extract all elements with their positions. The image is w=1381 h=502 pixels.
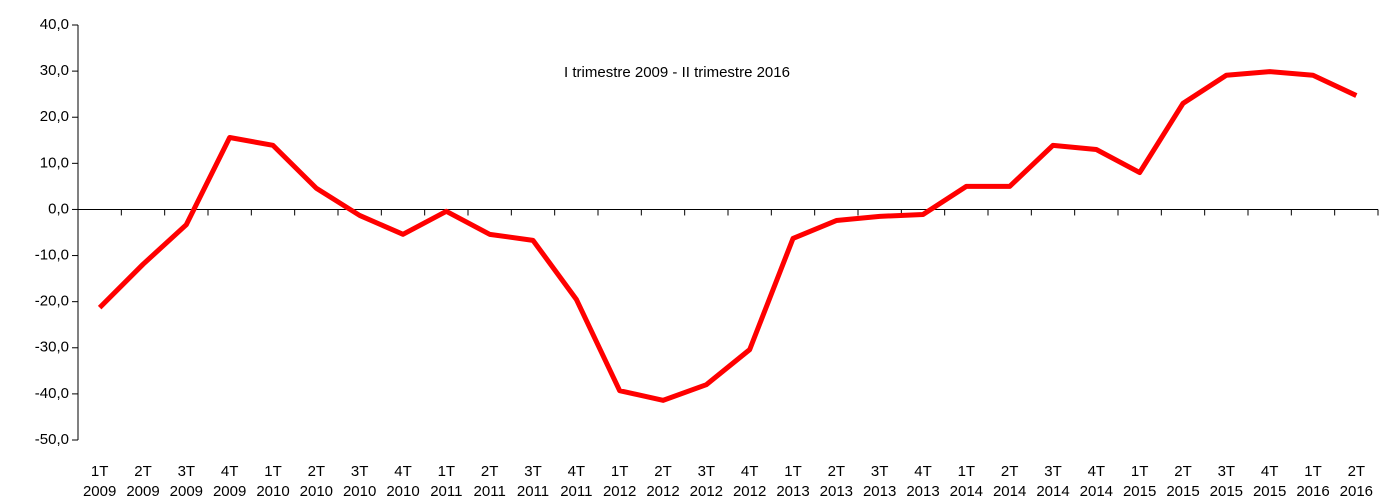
x-tick-label: 1T: [958, 463, 976, 480]
x-tick-label: 2015: [1253, 483, 1286, 500]
x-tick-label: 2015: [1166, 483, 1199, 500]
x-tick-label: 2016: [1296, 483, 1329, 500]
x-tick-label: 1T: [264, 463, 282, 480]
x-tick-label: 2013: [776, 483, 809, 500]
x-tick-label: 2009: [83, 483, 116, 500]
x-tick-label: 2011: [560, 483, 592, 500]
x-tick-label: 2T: [308, 463, 326, 480]
x-tick-label: 2010: [386, 483, 419, 500]
data-line: [97, 69, 1358, 403]
x-tick-label: 1T: [1131, 463, 1149, 480]
x-tick-label: 1T: [784, 463, 802, 480]
y-tick-label: -30,0: [35, 339, 69, 356]
x-tick-label: 1T: [611, 463, 629, 480]
x-tick-label: 2010: [343, 483, 376, 500]
x-tick-label: 2015: [1210, 483, 1243, 500]
x-tick-label: 2T: [1001, 463, 1019, 480]
x-tick-label: 2014: [1036, 483, 1069, 500]
x-tick-label: 2009: [170, 483, 203, 500]
x-tick-label: 1T: [91, 463, 109, 480]
x-tick-label: 4T: [1088, 463, 1106, 480]
x-tick-label: 4T: [221, 463, 239, 480]
x-tick-label: 4T: [568, 463, 586, 480]
y-tick-label: 30,0: [40, 62, 69, 79]
x-tick-label: 2013: [863, 483, 896, 500]
x-tick-label: 2T: [828, 463, 846, 480]
y-tick-label: 10,0: [40, 154, 69, 171]
x-tick-label: 3T: [1218, 463, 1236, 480]
x-tick-label: 3T: [1044, 463, 1062, 480]
x-tick-label: 3T: [351, 463, 369, 480]
x-tick-label: 4T: [1261, 463, 1279, 480]
x-tick-label: 2016: [1340, 483, 1373, 500]
y-tick-label: 40,0: [40, 16, 69, 33]
x-tick-label: 3T: [178, 463, 196, 480]
x-tick-label: 2T: [1174, 463, 1192, 480]
x-tick-label: 2T: [481, 463, 499, 480]
x-tick-label: 2012: [646, 483, 679, 500]
y-tick-label: -40,0: [35, 385, 69, 402]
x-tick-label: 2011: [517, 483, 549, 500]
x-tick-label: 2T: [1348, 463, 1366, 480]
x-tick-label: 2013: [820, 483, 853, 500]
x-tick-label: 3T: [698, 463, 716, 480]
x-tick-label: 2015: [1123, 483, 1156, 500]
x-tick-label: 4T: [394, 463, 412, 480]
x-tick-label: 2T: [654, 463, 672, 480]
x-tick-label: 2014: [993, 483, 1026, 500]
y-tick-label: 0,0: [48, 200, 69, 217]
x-tick-label: 2010: [300, 483, 333, 500]
x-tick-label: 4T: [914, 463, 932, 480]
x-tick-label: 4T: [741, 463, 759, 480]
x-tick-label: 1T: [438, 463, 456, 480]
y-tick-label: -50,0: [35, 431, 69, 448]
x-tick-label: 3T: [524, 463, 542, 480]
x-tick-label: 2010: [256, 483, 289, 500]
x-tick-label: 2009: [126, 483, 159, 500]
x-tick-label: 2009: [213, 483, 246, 500]
x-tick-label: 3T: [871, 463, 889, 480]
x-tick-label: 2012: [603, 483, 636, 500]
x-tick-label: 2011: [430, 483, 462, 500]
x-tick-label: 2013: [906, 483, 939, 500]
x-tick-label: 2011: [474, 483, 506, 500]
x-tick-label: 2012: [733, 483, 766, 500]
x-tick-label: 2014: [1080, 483, 1113, 500]
x-tick-label: 1T: [1304, 463, 1322, 480]
x-tick-label: 2T: [134, 463, 152, 480]
y-tick-label: -10,0: [35, 247, 69, 264]
x-tick-label: 2012: [690, 483, 723, 500]
chart-title: I trimestre 2009 - II trimestre 2016: [564, 64, 790, 81]
y-tick-label: -20,0: [35, 293, 69, 310]
x-tick-label: 2014: [950, 483, 983, 500]
y-tick-label: 20,0: [40, 108, 69, 125]
